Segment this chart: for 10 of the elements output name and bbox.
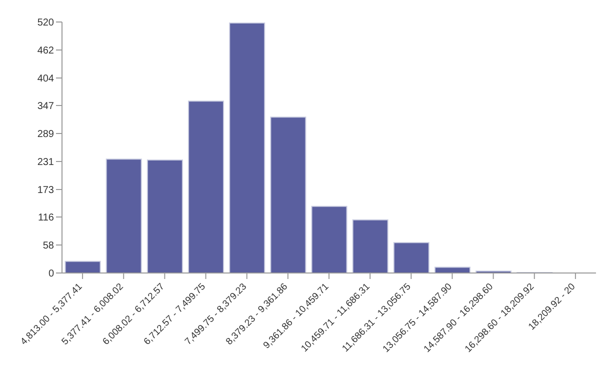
- y-tick-label: 231: [37, 157, 54, 168]
- y-tick-label: 116: [38, 212, 54, 224]
- y-tick-label: 58: [42, 240, 54, 252]
- y-tick-label: 404: [37, 74, 54, 85]
- y-tick-label: 520: [37, 18, 54, 29]
- y-tick-label: 0: [48, 268, 54, 280]
- y-tick-label: 462: [37, 46, 54, 57]
- y-tick-label: 173: [37, 185, 54, 196]
- y-tick-label: 347: [37, 101, 54, 112]
- y-tick-label: 289: [37, 129, 54, 140]
